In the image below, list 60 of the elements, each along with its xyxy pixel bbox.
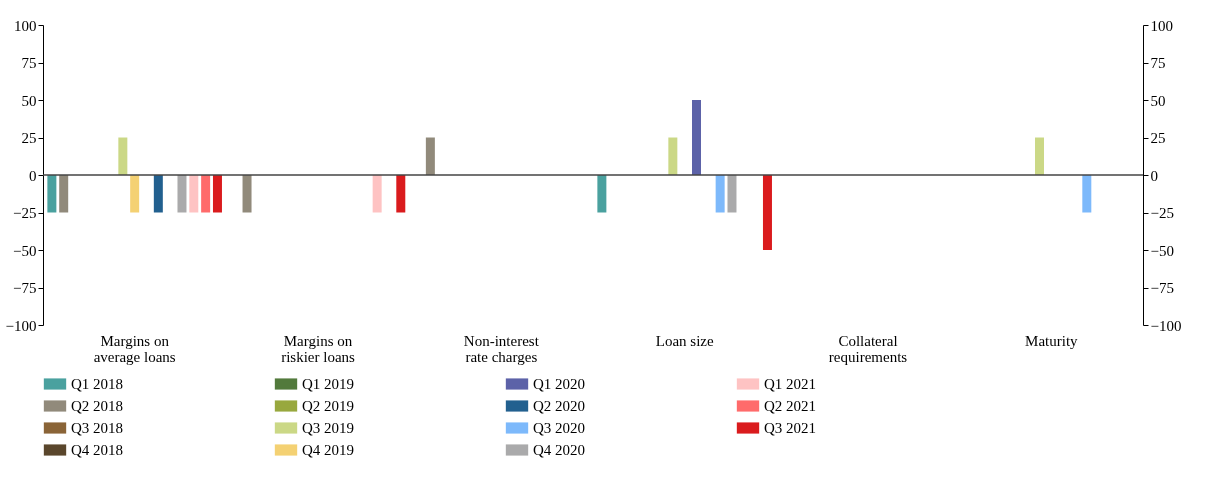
bar <box>201 175 211 213</box>
y2-tick-label: −25 <box>1150 205 1174 221</box>
bar <box>668 137 678 175</box>
bar <box>691 100 701 175</box>
bar <box>597 175 607 213</box>
bar <box>59 175 69 213</box>
bar <box>118 137 128 175</box>
legend-label: Q2 2021 <box>764 398 817 414</box>
bar <box>762 175 772 250</box>
legend-label: Q3 2019 <box>302 420 355 436</box>
bar <box>47 175 57 213</box>
x-tick-label: Non-interest rate charges <box>463 332 540 365</box>
y-tick-label: 0 <box>29 167 37 184</box>
bar <box>130 175 140 213</box>
legend-label: Q2 2019 <box>302 398 355 414</box>
x-tick-label: Margins on riskier loans <box>281 332 356 365</box>
y-tick-label: −100 <box>5 317 37 334</box>
y2-tick-label: 0 <box>1150 167 1158 184</box>
legend-label: Q2 2018 <box>71 398 124 414</box>
x-tick-label: Maturity <box>1025 332 1079 349</box>
x-tick-label: Margins on average loans <box>93 332 176 365</box>
y2-tick-label: 100 <box>1150 17 1173 34</box>
y2-tick-label: 25 <box>1150 130 1166 146</box>
legend-label: Q1 2018 <box>71 376 124 392</box>
y-tick-label: 75 <box>21 55 37 71</box>
x-tick-label: Loan size <box>655 332 714 349</box>
bar <box>242 175 252 213</box>
y-tick-label: −25 <box>13 205 37 221</box>
y2-tick-label: 75 <box>1150 55 1166 71</box>
legend-label: Q4 2019 <box>302 442 355 458</box>
legend-label: Q3 2020 <box>533 420 586 436</box>
bar <box>1082 175 1092 213</box>
bar <box>177 175 187 213</box>
y-tick-label: −75 <box>13 280 37 296</box>
legend-label: Q1 2020 <box>533 376 586 392</box>
legend-label: Q2 2020 <box>533 398 586 414</box>
bar <box>425 137 435 175</box>
legend-label: Q3 2018 <box>71 420 124 436</box>
bar <box>153 175 163 213</box>
y2-tick-label: 50 <box>1150 92 1166 109</box>
y-tick-label: 50 <box>21 92 37 109</box>
bar <box>1035 137 1045 175</box>
y-tick-label: −50 <box>13 242 37 259</box>
legend-label: Q4 2020 <box>533 442 586 458</box>
legend-label: Q4 2018 <box>71 442 124 458</box>
bar <box>372 175 382 213</box>
legend-label: Q1 2021 <box>764 376 817 392</box>
bar <box>396 175 406 213</box>
y2-tick-label: −100 <box>1150 317 1182 334</box>
y2-tick-label: −50 <box>1150 242 1174 259</box>
legend-label: Q1 2019 <box>302 376 355 392</box>
bar <box>715 175 725 213</box>
y2-tick-label: −75 <box>1150 280 1174 296</box>
bar <box>727 175 737 213</box>
bar <box>212 175 222 213</box>
y-tick-label: 100 <box>14 17 37 34</box>
y-tick-label: 25 <box>21 130 37 146</box>
x-tick-label: Collateral requirements <box>828 332 908 365</box>
bar <box>189 175 199 213</box>
legend-label: Q3 2021 <box>764 420 817 436</box>
